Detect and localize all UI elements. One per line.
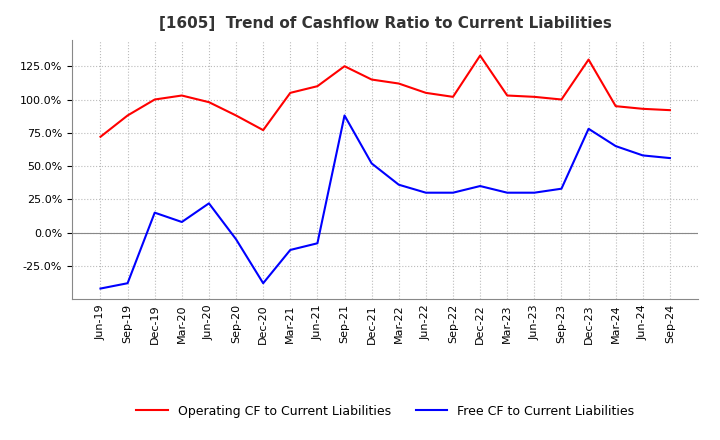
Operating CF to Current Liabilities <box>286 90 294 95</box>
Free CF to Current Liabilities <box>503 190 511 195</box>
Operating CF to Current Liabilities <box>530 94 539 99</box>
Operating CF to Current Liabilities <box>150 97 159 102</box>
Free CF to Current Liabilities <box>367 161 376 166</box>
Operating CF to Current Liabilities <box>584 57 593 62</box>
Free CF to Current Liabilities <box>530 190 539 195</box>
Free CF to Current Liabilities <box>313 241 322 246</box>
Free CF to Current Liabilities <box>449 190 457 195</box>
Free CF to Current Liabilities <box>421 190 430 195</box>
Free CF to Current Liabilities <box>584 126 593 132</box>
Operating CF to Current Liabilities <box>313 84 322 89</box>
Operating CF to Current Liabilities <box>557 97 566 102</box>
Operating CF to Current Liabilities <box>367 77 376 82</box>
Line: Free CF to Current Liabilities: Free CF to Current Liabilities <box>101 115 670 289</box>
Operating CF to Current Liabilities <box>476 53 485 58</box>
Operating CF to Current Liabilities <box>341 64 349 69</box>
Legend: Operating CF to Current Liabilities, Free CF to Current Liabilities: Operating CF to Current Liabilities, Fre… <box>131 400 639 423</box>
Operating CF to Current Liabilities <box>503 93 511 98</box>
Operating CF to Current Liabilities <box>395 81 403 86</box>
Free CF to Current Liabilities <box>150 210 159 215</box>
Operating CF to Current Liabilities <box>639 106 647 111</box>
Operating CF to Current Liabilities <box>232 113 240 118</box>
Free CF to Current Liabilities <box>178 220 186 225</box>
Free CF to Current Liabilities <box>639 153 647 158</box>
Operating CF to Current Liabilities <box>611 103 620 109</box>
Free CF to Current Liabilities <box>286 247 294 253</box>
Free CF to Current Liabilities <box>476 183 485 189</box>
Free CF to Current Liabilities <box>123 281 132 286</box>
Operating CF to Current Liabilities <box>259 128 268 133</box>
Operating CF to Current Liabilities <box>96 134 105 139</box>
Free CF to Current Liabilities <box>204 201 213 206</box>
Free CF to Current Liabilities <box>557 186 566 191</box>
Operating CF to Current Liabilities <box>449 94 457 99</box>
Title: [1605]  Trend of Cashflow Ratio to Current Liabilities: [1605] Trend of Cashflow Ratio to Curren… <box>159 16 611 32</box>
Operating CF to Current Liabilities <box>178 93 186 98</box>
Free CF to Current Liabilities <box>96 286 105 291</box>
Line: Operating CF to Current Liabilities: Operating CF to Current Liabilities <box>101 55 670 137</box>
Operating CF to Current Liabilities <box>204 99 213 105</box>
Operating CF to Current Liabilities <box>123 113 132 118</box>
Free CF to Current Liabilities <box>341 113 349 118</box>
Free CF to Current Liabilities <box>665 155 674 161</box>
Free CF to Current Liabilities <box>232 237 240 242</box>
Free CF to Current Liabilities <box>611 143 620 149</box>
Free CF to Current Liabilities <box>395 182 403 187</box>
Operating CF to Current Liabilities <box>665 107 674 113</box>
Free CF to Current Liabilities <box>259 281 268 286</box>
Operating CF to Current Liabilities <box>421 90 430 95</box>
